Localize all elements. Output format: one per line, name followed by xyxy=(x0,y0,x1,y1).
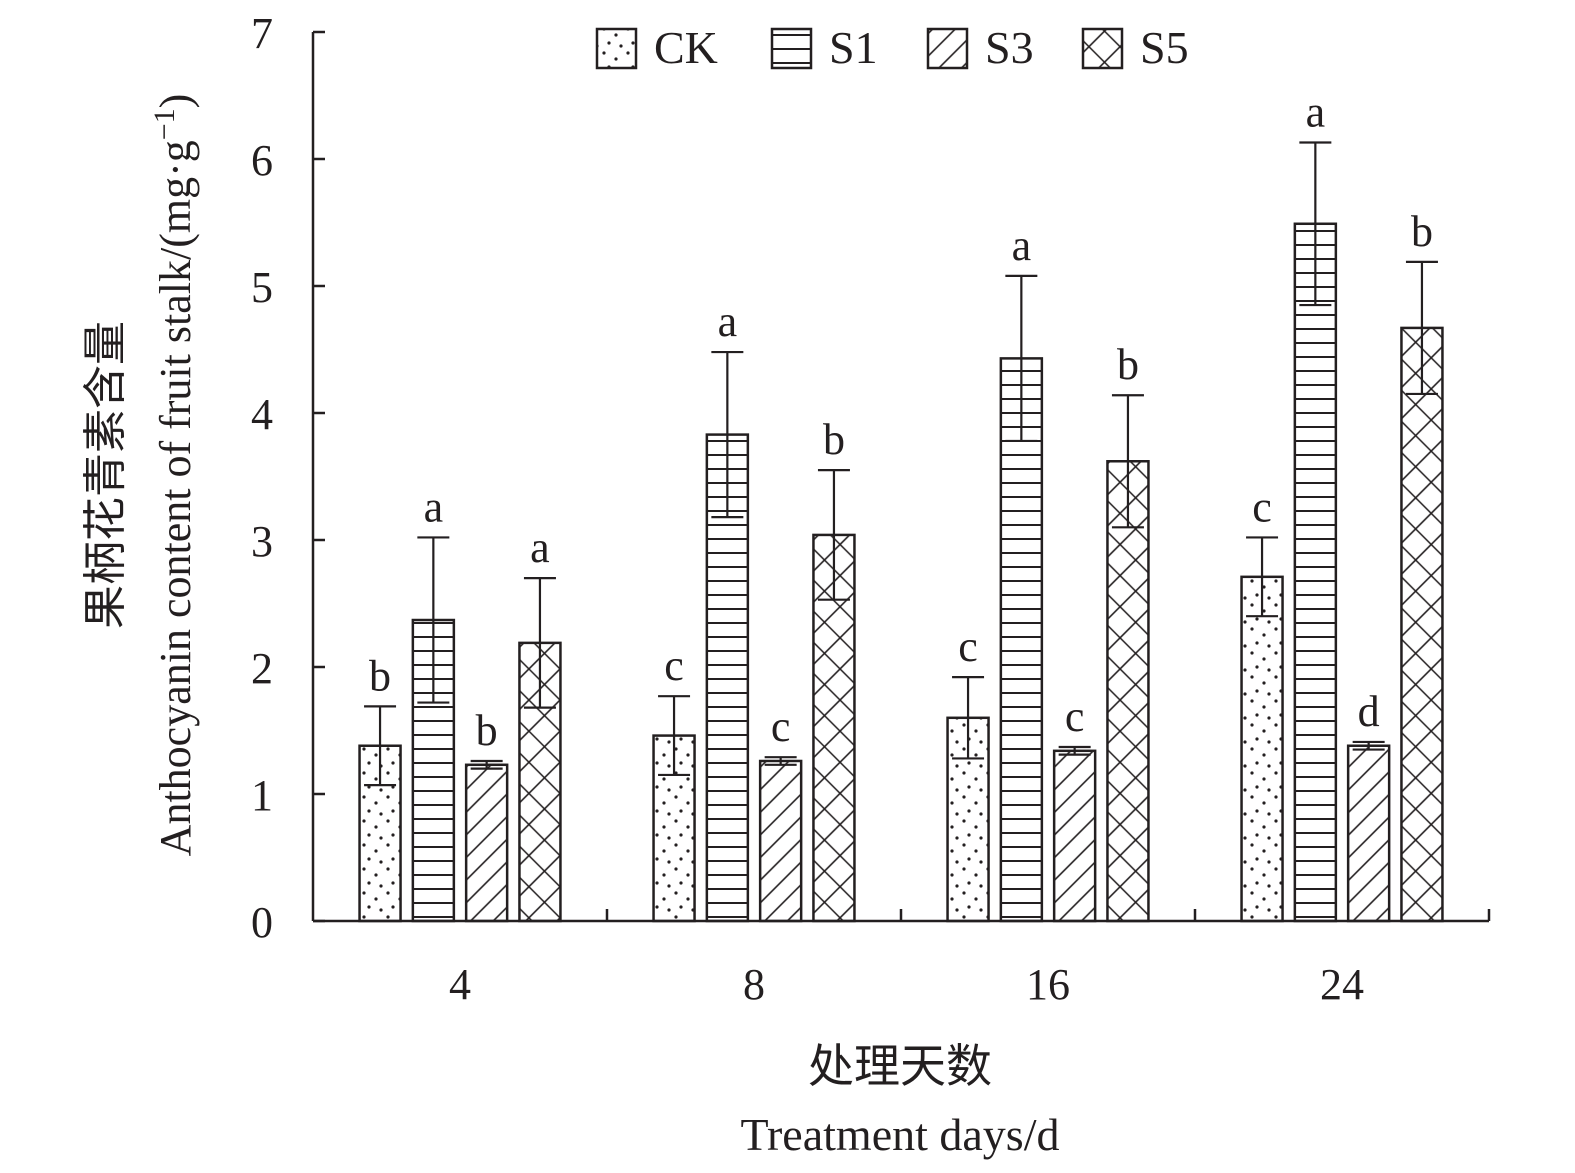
legend-swatch-s1 xyxy=(770,27,813,70)
significance-letter: b xyxy=(1117,340,1139,389)
significance-letter: a xyxy=(718,297,738,346)
y-axis-title-en-sup: −1 xyxy=(148,108,181,140)
legend-label-s1: S1 xyxy=(829,22,878,73)
bar-ck xyxy=(1240,575,1284,923)
bars: b c c c a a a a b c c d a b b b xyxy=(358,87,1444,923)
significance-letter: c xyxy=(1065,692,1085,741)
bar-s5 xyxy=(1106,460,1150,923)
significance-letter: b xyxy=(823,415,845,464)
legend-swatch-s3 xyxy=(926,27,969,70)
x-tick-label: 16 xyxy=(1026,960,1070,1009)
legend-label-s5: S5 xyxy=(1140,22,1189,73)
legend-label-s3: S3 xyxy=(985,22,1034,73)
x-tick-label: 4 xyxy=(449,960,471,1009)
significance-letter: a xyxy=(1306,87,1326,136)
x-tick-label: 8 xyxy=(743,960,765,1009)
y-tick-label: 7 xyxy=(251,9,273,58)
y-tick-label: 6 xyxy=(251,136,273,185)
y-tick-label: 4 xyxy=(251,390,273,439)
y-axis-title-en: Anthocyanin content of fruit stalk/(mg·g… xyxy=(148,94,200,857)
y-tick-label: 2 xyxy=(251,644,273,693)
significance-letter: b xyxy=(476,706,498,755)
bar-s5 xyxy=(1400,326,1444,923)
significance-letter: c xyxy=(1252,482,1272,531)
significance-letter: c xyxy=(664,641,684,690)
legend: CK S1 S3 S5 xyxy=(595,22,1189,73)
significance-letter: d xyxy=(1358,687,1380,736)
y-tick-label: 0 xyxy=(251,898,273,947)
x-tick-label: 24 xyxy=(1320,960,1364,1009)
y-axis-title-cn: 果柄花青素含量 xyxy=(81,321,130,629)
bar-s3 xyxy=(464,763,509,923)
significance-letter: a xyxy=(1012,221,1032,270)
significance-letter: a xyxy=(424,482,444,531)
bar-ck xyxy=(652,734,696,923)
significance-letter: b xyxy=(1411,207,1433,256)
y-axis-title-en-close: ) xyxy=(151,94,200,109)
significance-letter: c xyxy=(958,622,978,671)
legend-label-ck: CK xyxy=(654,22,718,73)
y-axis-title-en-main: Anthocyanin content of fruit stalk/(mg·g xyxy=(151,140,200,856)
significance-letter: b xyxy=(369,651,391,700)
y-ticks: 0 1 2 3 4 5 6 7 xyxy=(251,9,325,947)
bar-s3 xyxy=(1346,744,1391,923)
legend-swatch-s5 xyxy=(1081,27,1124,70)
bar-s1 xyxy=(1293,222,1338,923)
y-axis-title-cn-group: 果柄花青素含量 xyxy=(81,321,130,629)
x-axis-title-cn: 处理天数 xyxy=(808,1041,992,1092)
significance-letter: c xyxy=(771,702,791,751)
significance-letter: a xyxy=(530,523,550,572)
y-axis-title-en-group: Anthocyanin content of fruit stalk/(mg·g… xyxy=(148,94,200,857)
y-tick-label: 5 xyxy=(251,263,273,312)
bar-s3 xyxy=(1052,749,1097,923)
legend-swatch-ck xyxy=(595,27,638,70)
x-axis-title-en: Treatment days/d xyxy=(741,1109,1060,1160)
bar-s3 xyxy=(758,759,803,923)
bar-s1 xyxy=(999,357,1044,923)
y-tick-label: 1 xyxy=(251,771,273,820)
x-ticks: 4 8 16 24 xyxy=(449,909,1491,1009)
y-tick-label: 3 xyxy=(251,517,273,566)
